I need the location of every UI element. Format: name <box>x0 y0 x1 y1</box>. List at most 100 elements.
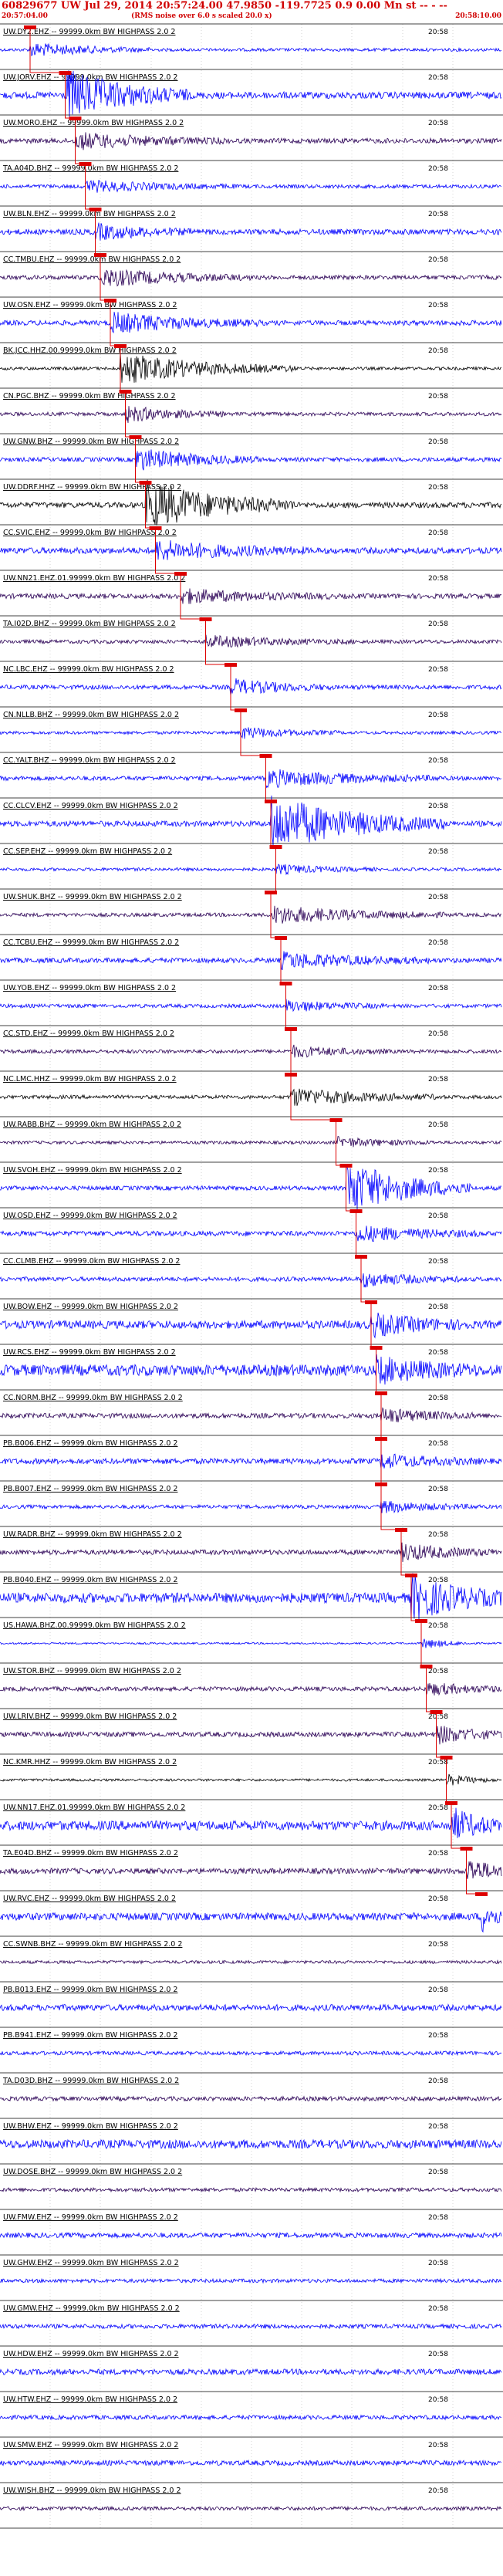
waveform <box>0 999 502 1012</box>
trace-label: UW.WISH.BHZ -- 99999.0km BW HIGHPASS 2.0… <box>3 2486 181 2495</box>
waveform <box>0 1407 502 1423</box>
event-title: 60829677 UW Jul 29, 2014 20:57:24.00 47.… <box>2 0 447 12</box>
time-tick-label: 20:58 <box>428 1668 448 1675</box>
time-tick-label: 20:58 <box>428 1212 448 1220</box>
waveform <box>0 449 502 471</box>
time-tick-label: 20:58 <box>428 1394 448 1402</box>
waveform <box>0 352 502 383</box>
time-tick-label: 20:58 <box>428 74 448 82</box>
time-tick-label: 20:58 <box>428 1986 448 1994</box>
trace-label: UW.SMW.EHZ -- 99999.0km BW HIGHPASS 2.0 … <box>3 2441 178 2449</box>
time-tick-label: 20:58 <box>428 211 448 218</box>
trace-label: UW.NN21.EHZ.01.99999.0km BW HIGHPASS 2.0… <box>3 574 185 583</box>
trace-label: CC.CLCV.EHZ -- 99999.0km BW HIGHPASS 2.0… <box>3 802 178 810</box>
time-tick-label: 20:58 <box>428 2032 448 2040</box>
time-tick-label: 20:58 <box>428 620 448 628</box>
time-tick-label: 20:58 <box>428 1713 448 1721</box>
waveform <box>0 70 502 118</box>
waveform <box>0 312 502 334</box>
trace-label: UW.STOR.BHZ -- 99999.0km BW HIGHPASS 2.0… <box>3 1667 181 1675</box>
trace-label: NC.LBC.EHZ -- 99999.0km BW HIGHPASS 2.0 … <box>3 665 174 674</box>
time-tick-label: 20:58 <box>428 2442 448 2449</box>
trace-label: BK.JCC.HHZ.00.99999.0km BW HIGHPASS 2.0 … <box>3 347 177 355</box>
time-tick-label: 20:58 <box>428 2305 448 2313</box>
trace-label: TA.A04D.BHZ -- 99999.0km BW HIGHPASS 2.0… <box>2 164 178 173</box>
waveform <box>0 1165 502 1211</box>
waveform <box>0 2323 502 2330</box>
waveform <box>0 43 501 57</box>
trace-label: PB.B007.EHZ -- 99999.0km BW HIGHPASS 2.0… <box>3 1485 177 1493</box>
trace-label: CC.YALT.BHZ -- 99999.0km BW HIGHPASS 2.0… <box>3 756 176 765</box>
time-tick-label: 20:58 <box>428 1486 448 1493</box>
time-tick-label: 20:58 <box>428 2123 448 2131</box>
trace-label: PB.B013.EHZ -- 99999.0km BW HIGHPASS 2.0… <box>3 1986 177 1994</box>
time-tick-label: 20:58 <box>428 848 448 856</box>
trace-label: US.HAWA.BHZ.00.99999.0km BW HIGHPASS 2.0… <box>3 1621 186 1630</box>
trace-label: CN.PGC.BHZ -- 99999.0km BW HIGHPASS 2.0 … <box>3 392 176 401</box>
waveform <box>0 540 502 560</box>
trace-label: UW.YOB.EHZ -- 99999.0km BW HIGHPASS 2.0 … <box>3 984 176 992</box>
waveform <box>0 2138 502 2150</box>
time-tick-label: 20:58 <box>428 1941 448 1949</box>
time-tick-label: 20:58 <box>428 1577 448 1584</box>
waveform <box>0 1807 502 1838</box>
waveform <box>0 1959 502 1965</box>
trace-label: UW.DOSE.BHZ -- 99999.0km BW HIGHPASS 2.0… <box>3 2168 182 2176</box>
waveform <box>0 1726 502 1745</box>
time-tick-label: 20:58 <box>428 302 448 309</box>
time-tick-label: 20:58 <box>428 256 448 264</box>
trace-label: UW.NN17.EHZ.01.99999.0km BW HIGHPASS 2.0… <box>3 1804 185 1812</box>
trace-label: UW.GNW.BHZ -- 99999.0km BW HIGHPASS 2.0 … <box>3 438 179 446</box>
waveform <box>0 1638 502 1648</box>
waveform <box>0 2505 502 2512</box>
trace-label: TA.E04D.BHZ -- 99999.0km BW HIGHPASS 2.0… <box>2 1849 178 1858</box>
trace-label: UW.MORO.EHZ -- 99999.0km BW HIGHPASS 2.0… <box>3 119 184 127</box>
time-tick-label: 20:58 <box>428 438 448 446</box>
trace-label: CC.SWNB.BHZ -- 99999.0km BW HIGHPASS 2.0… <box>3 1940 182 1949</box>
trace-label: UW.DDRF.HHZ -- 99999.0km BW HIGHPASS 2.0… <box>3 483 181 492</box>
trace-label: UW.RADR.BHZ -- 99999.0km BW HIGHPASS 2.0… <box>3 1530 182 1539</box>
time-tick-label: 20:58 <box>428 2214 448 2222</box>
time-tick-label: 20:58 <box>428 1622 448 1630</box>
trace-label: UW.DY2.EHZ -- 99999.0km BW HIGHPASS 2.0 … <box>3 28 175 36</box>
waveform <box>0 951 502 971</box>
waveform <box>0 222 502 241</box>
time-tick-label: 20:58 <box>428 666 448 674</box>
waveform <box>0 2459 502 2467</box>
trace-label: CC.SVIC.EHZ -- 99999.0km BW HIGHPASS 2.0… <box>3 529 177 537</box>
trace-label: UW.GMW.EHZ -- 99999.0km BW HIGHPASS 2.0 … <box>3 2304 180 2313</box>
time-tick-label: 20:58 <box>428 2260 448 2267</box>
time-tick-label: 20:58 <box>428 2077 448 2085</box>
trace-label: UW.SHUK.BHZ -- 99999.0km BW HIGHPASS 2.0… <box>3 893 182 901</box>
time-tick-label: 20:58 <box>428 2487 448 2495</box>
waveform <box>0 1573 502 1621</box>
time-tick-label: 20:58 <box>428 1076 448 1083</box>
waveform <box>0 479 502 526</box>
trace-label: CN.NLLB.BHZ -- 99999.0km BW HIGHPASS 2.0… <box>3 711 179 719</box>
time-tick-label: 20:58 <box>428 712 448 719</box>
time-tick-label: 20:58 <box>428 2351 448 2358</box>
start-time-label: 20:57:04.00 <box>2 12 48 20</box>
time-tick-label: 20:58 <box>428 894 448 901</box>
trace-label: UW.JORV.EHZ -- 99999.0km BW HIGHPASS 2.0… <box>3 73 177 82</box>
trace-label: TA.D03D.BHZ -- 99999.0km BW HIGHPASS 2.0… <box>2 2077 179 2085</box>
time-tick-label: 20:58 <box>428 29 448 36</box>
waveform <box>0 864 502 876</box>
waveform <box>0 2368 502 2376</box>
trace-label: UW.OSN.EHZ -- 99999.0km BW HIGHPASS 2.0 … <box>3 301 177 309</box>
waveform <box>0 406 502 424</box>
time-tick-label: 20:58 <box>428 1531 448 1539</box>
waveform <box>0 1910 502 1933</box>
time-tick-label: 20:58 <box>428 1030 448 1038</box>
pick-time-line <box>29 27 481 1895</box>
waveform <box>0 2414 501 2421</box>
trace-label: UW.BLN.EHZ -- 99999.0km BW HIGHPASS 2.0 … <box>3 210 176 218</box>
time-tick-label: 20:58 <box>428 939 448 947</box>
trace-label: CC.TCBU.EHZ -- 99999.0km BW HIGHPASS 2.0… <box>3 938 179 947</box>
waveform <box>0 1273 502 1288</box>
waveform <box>0 1773 502 1786</box>
time-tick-label: 20:58 <box>428 1121 448 1129</box>
waveform <box>0 269 502 287</box>
waveform <box>0 1453 502 1469</box>
